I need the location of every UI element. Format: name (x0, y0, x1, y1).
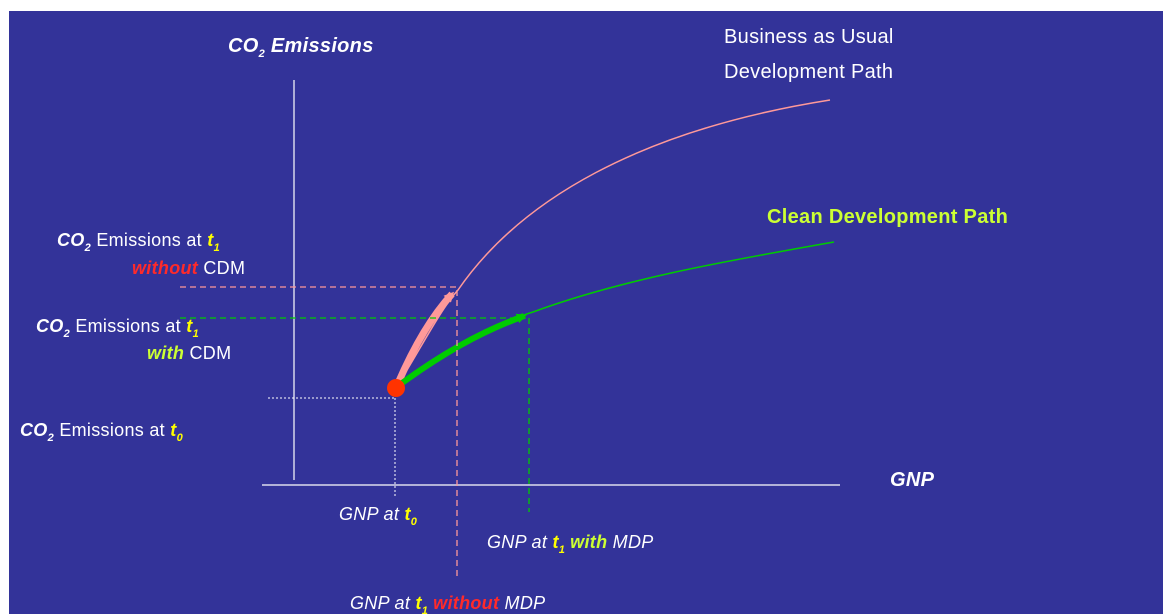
bau-arrow (392, 291, 455, 390)
y-title-co: CO (228, 35, 259, 57)
subscript-1: 1 (421, 605, 429, 614)
emissions-at-text: Emissions at (54, 420, 171, 440)
label-with-cdm: with CDM (147, 341, 231, 365)
clean-development-path (395, 241, 835, 389)
subscript-2: 2 (47, 432, 55, 444)
label-gnp-t1-with: GNP at t1 with MDP (487, 530, 654, 557)
without-text: without (433, 593, 500, 613)
mdp-text: MDP (499, 593, 546, 613)
subscript-2: 2 (63, 328, 71, 340)
gnp-at-text: GNP at (339, 504, 405, 524)
gnp-at-text: GNP at (350, 593, 416, 613)
t-text: t (170, 420, 177, 440)
emissions-at-text: Emissions at (91, 230, 208, 250)
emissions-at-text: Emissions at (70, 316, 187, 336)
y-axis-title: CO2 Emissions (228, 34, 374, 61)
clean-arrow (396, 313, 527, 389)
co-text: CO (36, 316, 64, 336)
y-title-subscript: 2 (258, 48, 266, 60)
gnp-at-text: GNP at (487, 532, 553, 552)
bau-label-line2: Development Path (724, 61, 894, 83)
subscript-1: 1 (213, 242, 220, 254)
subscript-0: 0 (176, 432, 183, 444)
bau-development-path (395, 99, 831, 389)
co-text: CO (57, 230, 85, 250)
x-axis-title: GNP (890, 469, 935, 491)
subscript-0: 0 (410, 516, 418, 528)
slide-background (9, 11, 1163, 614)
subscript-2: 2 (84, 242, 92, 254)
label-without-cdm: without CDM (132, 256, 245, 280)
label-emissions-t1-without: CO2 Emissions at t1 (57, 228, 220, 255)
label-emissions-t0: CO2 Emissions at t0 (20, 418, 183, 445)
t-text: t (404, 504, 411, 524)
label-gnp-t0: GNP at t0 (339, 502, 417, 529)
y-title-rest: Emissions (265, 35, 374, 57)
clean-path-label: Clean Development Path (767, 206, 1009, 228)
origin-point (387, 379, 405, 397)
cdm-text: CDM (184, 343, 232, 363)
co-text: CO (20, 420, 48, 440)
t-text: t (552, 532, 559, 552)
without-text: without (132, 258, 199, 278)
t-text: t (186, 316, 193, 336)
mdp-text: MDP (607, 532, 654, 552)
bau-label-line1: Business as Usual (724, 26, 894, 48)
subscript-1: 1 (192, 328, 199, 340)
t-text: t (207, 230, 214, 250)
subscript-1: 1 (558, 544, 566, 556)
with-text: with (147, 343, 185, 363)
with-text: with (570, 532, 608, 552)
cdm-text: CDM (198, 258, 246, 278)
label-gnp-t1-without: GNP at t1 without MDP (350, 591, 545, 614)
label-emissions-t1-with: CO2 Emissions at t1 (36, 314, 199, 341)
t-text: t (415, 593, 422, 613)
